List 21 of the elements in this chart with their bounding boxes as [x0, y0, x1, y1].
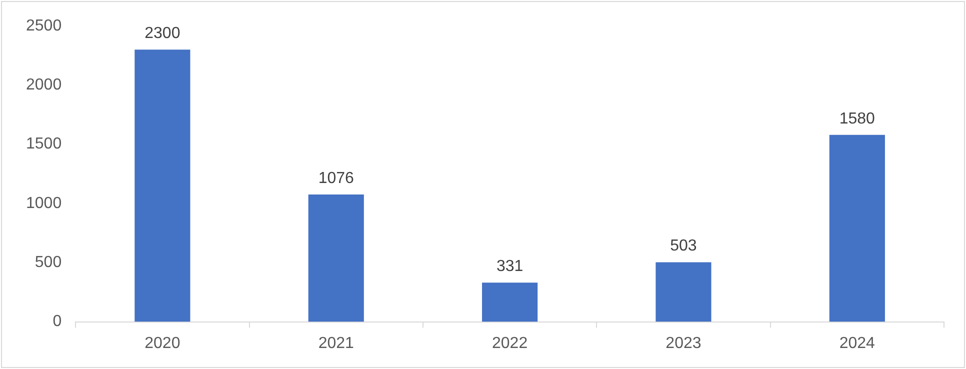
bar [308, 194, 364, 322]
y-tick-label: 2500 [26, 17, 62, 34]
x-tick-label: 2022 [492, 334, 528, 352]
data-label: 503 [670, 238, 697, 255]
x-tick-label: 2023 [666, 334, 702, 352]
bar [134, 50, 190, 322]
x-tick-label: 2021 [318, 334, 354, 352]
data-label: 1076 [318, 170, 354, 187]
y-tick-label: 1000 [26, 194, 62, 212]
bar [482, 282, 538, 322]
data-label: 1580 [839, 110, 876, 128]
x-tick-label: 2020 [144, 334, 180, 352]
y-tick-label: 0 [52, 313, 62, 330]
data-label: 331 [496, 258, 524, 276]
y-tick-label: 500 [34, 254, 62, 272]
y-tick-label: 1500 [26, 136, 62, 153]
x-tick-label: 2024 [839, 334, 876, 352]
data-label: 2300 [144, 25, 180, 42]
bar [829, 134, 885, 322]
y-tick-label: 2000 [26, 76, 62, 94]
bar [656, 262, 712, 322]
